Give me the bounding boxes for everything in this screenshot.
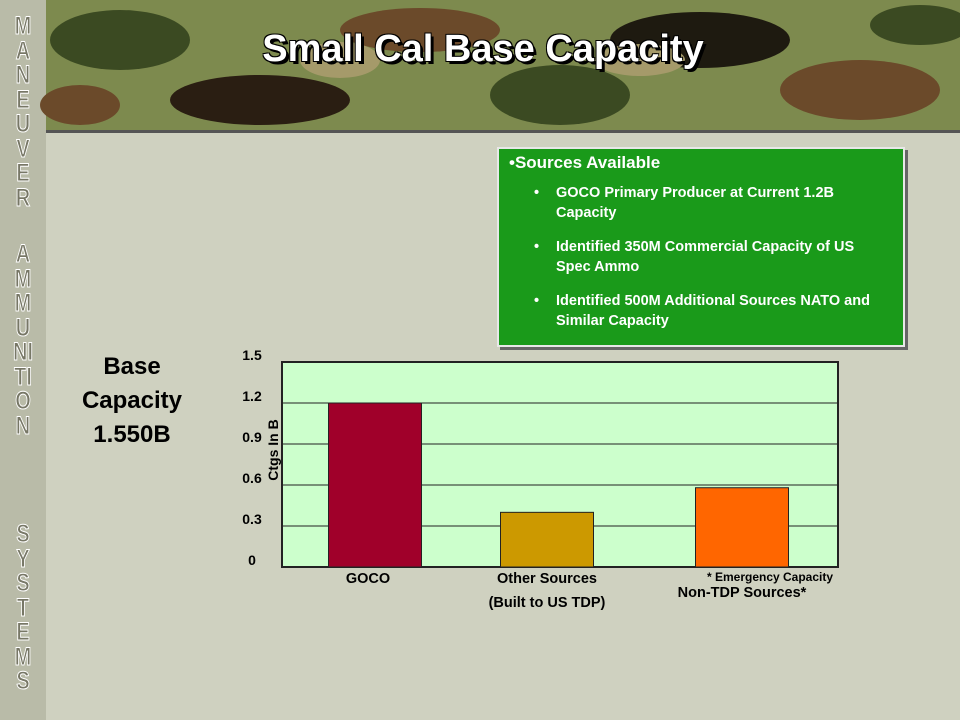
side-word: AMMUNITION [13, 240, 34, 440]
x-tick-label: GOCO [346, 571, 390, 587]
x-tick-label: Other Sources [497, 571, 597, 587]
y-tick-label: 0.6 [242, 470, 262, 486]
slide-title: Small Cal Base Capacity [262, 28, 704, 70]
bar [500, 511, 594, 568]
x-tick-label: Non-TDP Sources* [678, 585, 807, 601]
summary-line: Base [103, 353, 161, 380]
y-axis-label: Ctgs In B [265, 419, 281, 480]
camo-pattern [40, 5, 960, 125]
summary-line: Capacity [81, 387, 183, 414]
bar [328, 402, 422, 568]
sources-item: Identified 500M Additional Sources NATO … [534, 291, 886, 331]
sources-item: GOCO Primary Producer at Current 1.2B Ca… [534, 183, 886, 223]
side-word: MANEUVER [14, 12, 32, 212]
y-tick-label: 1.2 [242, 388, 262, 404]
side-word: SYSTEMS [14, 520, 32, 695]
x-tick-label: (Built to US TDP) [489, 595, 606, 611]
sources-heading: Sources Available [509, 153, 893, 173]
y-tick-label: 0.9 [242, 429, 262, 445]
y-tick-label: 1.5 [242, 347, 262, 363]
annotation: * Emergency Capacity [707, 570, 833, 584]
sources-box: Sources Available GOCO Primary Producer … [497, 147, 905, 347]
y-tick-label: 0 [248, 552, 256, 568]
bar [695, 487, 789, 568]
summary-line: 1.550B [93, 421, 171, 448]
banner-edge [46, 130, 960, 133]
sources-item: Identified 350M Commercial Capacity of U… [534, 237, 886, 277]
side-strip [0, 0, 46, 720]
summary: Base Capacity 1.550B [62, 350, 202, 452]
y-tick-label: 0.3 [242, 511, 262, 527]
